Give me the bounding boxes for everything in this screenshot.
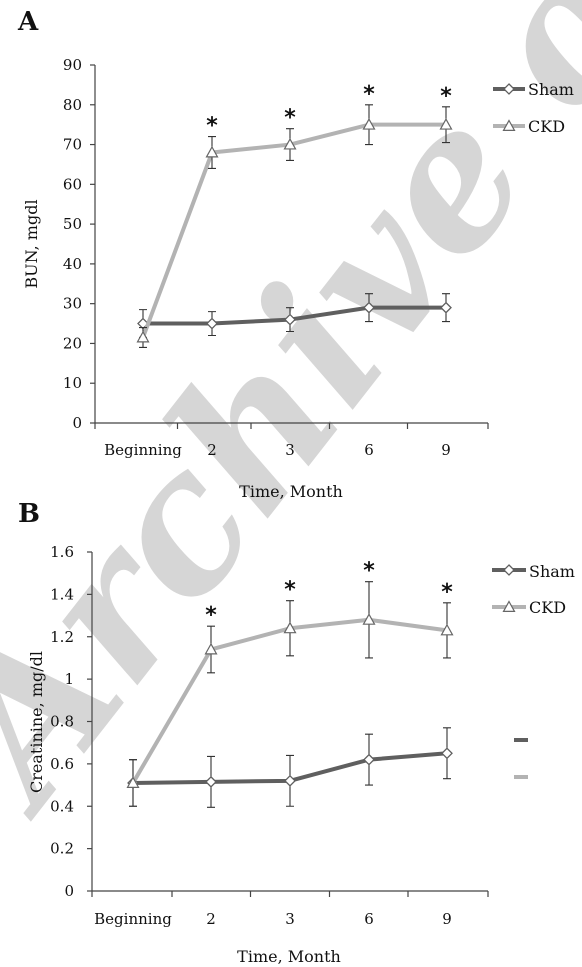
y-tick-label: 80 — [63, 96, 82, 114]
x-tick-label: 6 — [364, 910, 374, 928]
y-tick-label: 0.6 — [50, 755, 74, 773]
data-point-triangle — [283, 621, 297, 634]
chart-panel-b: B 0 0.2 0.4 0.6 0.8 1 1.2 1.4 1.6 Beginning 2 3 6 9 Tim… — [18, 499, 575, 966]
legend-marker-diamond — [503, 83, 515, 95]
y-tick-label: 60 — [63, 175, 82, 193]
y-tick-label: 90 — [63, 56, 82, 74]
data-point-diamond — [440, 301, 452, 314]
series-ckd — [136, 104, 453, 348]
y-tick-label: 1.4 — [50, 585, 74, 603]
significance-asterisk: * — [284, 578, 296, 603]
significance-asterisk: * — [205, 603, 217, 628]
x-tick-label: 2 — [206, 910, 216, 928]
y-tick-label: 1.2 — [50, 628, 74, 646]
data-point-diamond — [363, 301, 375, 314]
data-point-triangle — [362, 117, 376, 130]
x-tick-label: Beginning — [104, 441, 182, 459]
panel-letter: A — [17, 7, 39, 37]
y-tick-label: 30 — [63, 295, 82, 313]
legend-marker-triangle — [502, 600, 516, 612]
x-axis-title: Time, Month — [237, 947, 341, 966]
legend: Sham CKD — [493, 80, 574, 136]
legend-label: Sham — [529, 562, 575, 581]
x-tick-label: 9 — [442, 910, 452, 928]
series-ckd — [126, 581, 454, 807]
legend-marker-diamond — [503, 564, 515, 576]
x-tick-label: 3 — [285, 910, 295, 928]
data-point-triangle — [439, 117, 453, 130]
significance-asterisk: * — [284, 106, 296, 131]
y-axis-title: BUN, mgdl — [22, 199, 41, 288]
data-point-diamond — [206, 317, 218, 330]
data-point-triangle — [362, 613, 376, 625]
data-point-diamond — [284, 774, 296, 787]
legend-label: Sham — [528, 80, 574, 99]
significance-asterisk: * — [363, 559, 375, 584]
data-point-diamond — [205, 775, 217, 788]
data-point-triangle — [283, 137, 297, 150]
y-tick-label: 70 — [63, 136, 82, 154]
y-tick-label: 20 — [63, 334, 82, 352]
y-tick-label: 0.4 — [50, 797, 74, 815]
data-point-triangle — [205, 145, 219, 158]
x-tick-label: 9 — [441, 441, 451, 459]
data-point-triangle — [126, 776, 140, 788]
chart-panel-a: A 0 10 20 30 40 50 60 70 80 90 Beginning 2 3 6 9 Time, M… — [17, 7, 574, 501]
series-sham — [137, 293, 452, 339]
legend: Sham CKD — [492, 562, 575, 617]
data-point-triangle — [136, 330, 150, 343]
series-sham — [127, 727, 453, 808]
significance-asterisk: * — [441, 580, 453, 605]
data-point-triangle — [440, 623, 454, 636]
y-tick-label: 0 — [72, 414, 82, 432]
significance-asterisk: * — [440, 84, 452, 109]
x-axis-title: Time, Month — [239, 482, 343, 501]
panel-letter: B — [18, 499, 40, 529]
legend-marker-triangle — [502, 119, 516, 131]
x-tick-label: 6 — [364, 441, 374, 459]
x-tick-label: 2 — [207, 441, 217, 459]
y-tick-label: 0.8 — [50, 713, 74, 731]
data-point-diamond — [284, 313, 296, 326]
x-tick-label: 3 — [285, 441, 295, 459]
data-point-diamond — [363, 753, 375, 766]
significance-asterisk: * — [363, 82, 375, 107]
y-tick-label: 50 — [63, 215, 82, 233]
y-tick-label: 1.6 — [50, 543, 74, 561]
data-point-triangle — [204, 642, 218, 655]
y-axis-title: Creatinine, mg/dl — [27, 651, 46, 793]
y-tick-label: 0 — [64, 882, 74, 900]
significance-asterisk: * — [206, 114, 218, 139]
legend-label: CKD — [529, 598, 566, 617]
legend-label: CKD — [528, 117, 565, 136]
y-tick-label: 10 — [63, 374, 82, 392]
x-tick-label: Beginning — [94, 910, 172, 928]
y-tick-label: 40 — [63, 255, 82, 273]
data-point-diamond — [441, 747, 453, 760]
y-tick-label: 0.2 — [50, 840, 74, 858]
y-tick-label: 1 — [64, 670, 74, 688]
